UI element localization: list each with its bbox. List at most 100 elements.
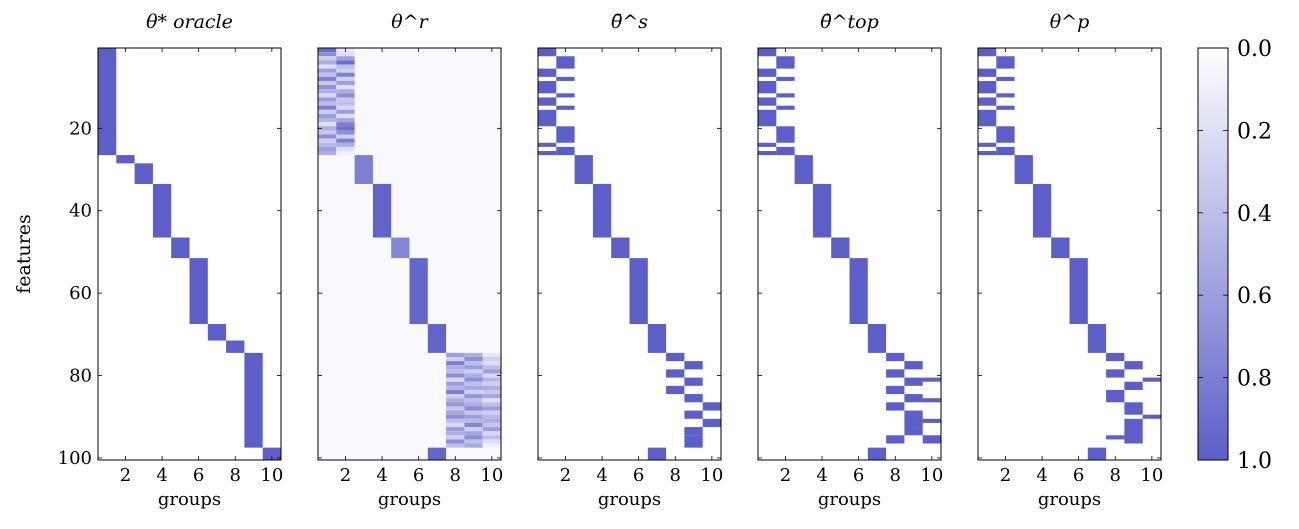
heatmap-cell: [702, 418, 721, 428]
heatmap-cell: [1087, 324, 1107, 353]
heatmap-cell: [904, 427, 923, 436]
heatmap-cell: [978, 48, 997, 57]
heatmap-cell: [391, 237, 410, 259]
heatmap-cell: [464, 394, 483, 399]
heatmap-cell: [318, 109, 337, 114]
x-tick-label: 6: [853, 465, 864, 486]
y-tick-label: 80: [69, 366, 92, 387]
heatmap-cell: [464, 361, 483, 366]
heatmap-cell: [464, 398, 483, 403]
heatmap-cell: [538, 80, 557, 94]
heatmap-cell: [336, 134, 355, 139]
heatmap-cell: [538, 48, 557, 57]
heatmap-cell: [482, 377, 501, 382]
heatmap-cell: [318, 48, 337, 53]
heatmap-cell: [464, 381, 483, 386]
heatmap-cell: [464, 431, 483, 436]
heatmap-cell: [318, 130, 337, 135]
x-tick-label: 2: [120, 465, 131, 486]
heatmap-cell: [336, 56, 355, 61]
heatmap-cell: [318, 113, 337, 119]
heatmap-cell: [336, 80, 355, 86]
heatmap-cell: [1106, 389, 1125, 403]
heatmap-cell: [922, 377, 941, 382]
heatmap-cell: [482, 402, 501, 407]
heatmap-cell: [427, 324, 447, 353]
heatmap-cell: [904, 394, 923, 403]
x-tick-label: 2: [560, 465, 571, 486]
heatmap-cell: [446, 385, 465, 390]
heatmap-cell: [446, 414, 465, 419]
heatmap-cell: [446, 443, 465, 448]
heatmap-cell: [482, 422, 501, 428]
heatmap-cell: [758, 151, 777, 156]
heatmap-cell: [611, 237, 630, 259]
heatmap-cell: [464, 427, 483, 432]
x-tick-label: 2: [340, 465, 351, 486]
heatmap-cell: [886, 402, 905, 411]
heatmap-cell: [776, 56, 795, 69]
heatmap-cell: [446, 389, 465, 395]
heatmap-cell: [318, 93, 337, 98]
heatmap-cell: [318, 126, 337, 131]
heatmap-cell: [464, 410, 483, 415]
heatmap-cell: [922, 418, 941, 423]
heatmap-cell: [556, 93, 575, 98]
heatmap-cell: [758, 97, 777, 106]
heatmap-cell: [482, 394, 501, 399]
heatmap-cell: [336, 138, 355, 143]
heatmap-cell: [758, 48, 777, 57]
heatmap-cell: [171, 237, 190, 259]
x-tick-label: 4: [1036, 465, 1047, 486]
heatmap-cell: [922, 398, 941, 403]
heatmap-cell: [1069, 258, 1088, 325]
heatmap-cell: [684, 410, 703, 419]
heatmap-cell: [446, 373, 465, 378]
heatmap-cell: [556, 105, 575, 110]
panel-title: θ̄^s: [611, 11, 648, 33]
panel-title: θ* oracle: [146, 11, 233, 33]
x-tick-label: 8: [670, 465, 681, 486]
heatmap-cell: [464, 414, 483, 419]
heatmap-cell: [1106, 369, 1125, 378]
heatmap-cell: [318, 72, 337, 77]
heatmap-cell: [464, 422, 483, 428]
heatmap-cell: [464, 443, 483, 448]
heatmap-cell: [354, 155, 373, 184]
heatmap-cell: [409, 258, 428, 325]
heatmap-cell: [867, 324, 887, 353]
heatmap-cell: [446, 431, 465, 436]
heatmap-cell: [758, 109, 777, 127]
heatmap-cell: [336, 113, 355, 119]
heatmap-cell: [758, 80, 777, 94]
heatmap-cell: [904, 410, 923, 428]
heatmap-cell: [318, 146, 337, 151]
heatmap-cell: [336, 105, 355, 110]
heatmap-cell: [996, 146, 1015, 156]
heatmap-cell: [592, 183, 612, 238]
heatmap-cell: [647, 324, 667, 353]
heatmap-cell: [446, 398, 465, 403]
heatmap-cell: [978, 97, 997, 106]
heatmap-cell: [538, 109, 557, 127]
heatmap-cell: [336, 60, 355, 65]
heatmap-cell: [464, 389, 483, 395]
heatmap-cell: [446, 394, 465, 399]
heatmap-cell: [538, 68, 557, 77]
heatmap-cell: [189, 258, 208, 325]
y-axis-label: features: [13, 214, 35, 294]
heatmap-cell: [446, 427, 465, 432]
heatmap-cell: [336, 93, 355, 98]
heatmap-cell: [318, 118, 337, 123]
heatmap-cell: [996, 76, 1015, 81]
heatmap-cell: [482, 410, 501, 415]
heatmap-cell: [482, 373, 501, 378]
x-axis-label: groups: [818, 489, 881, 510]
heatmap-cell: [978, 142, 997, 147]
heatmap-cell: [482, 398, 501, 403]
heatmap-cell: [978, 151, 997, 156]
heatmap-cell: [556, 56, 575, 69]
heatmap-cell: [758, 68, 777, 77]
plot-frame: [537, 47, 722, 461]
heatmap-cell: [831, 237, 850, 259]
